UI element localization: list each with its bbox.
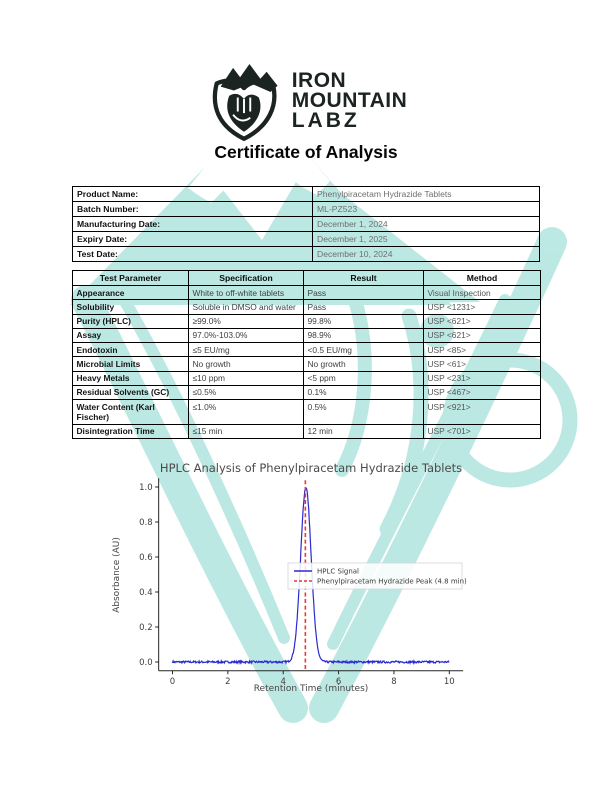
result-cell: 99.8% [303, 313, 424, 329]
brand-header: IRON MOUNTAIN LABZ [0, 58, 612, 144]
document-title: Certificate of Analysis [214, 142, 398, 162]
info-label: Product Name: [72, 186, 313, 202]
parameter-cell: Microbial Limits [72, 356, 189, 372]
y-axis-label: Absorbance (AU) [112, 537, 122, 613]
product-info-row: Expiry Date: December 1, 2025 [72, 231, 540, 247]
result-cell: 12 min [303, 423, 424, 439]
result-cell: Pass [303, 299, 424, 315]
result-cell: 98.9% [303, 327, 424, 344]
info-label: Expiry Date: [72, 231, 313, 247]
chart-legend: HPLC Signal Phenylpiracetam Hydrazide Pea… [287, 562, 467, 590]
y-tick-label: 0.8 [139, 518, 153, 528]
info-label: Manufacturing Date: [72, 216, 313, 232]
results-row: Appearance White to off-white tablets Pa… [72, 284, 541, 301]
product-info-row: Manufacturing Date: December 1, 2024 [72, 216, 540, 232]
parameter-cell: Assay [72, 327, 189, 344]
header-method: Method [423, 270, 541, 286]
method-cell: USP <621> [423, 313, 541, 329]
y-tick-label: 0.0 [139, 658, 153, 668]
specification-cell: ≤0.5% [188, 384, 304, 401]
results-row: Residual Solvents (GC) ≤0.5% 0.1% USP <4… [72, 384, 541, 401]
results-row: Water Content (Karl Fischer) ≤1.0% 0.5% … [72, 399, 541, 425]
info-value: December 10, 2024 [312, 246, 540, 262]
results-row: Assay 97.0%-103.0% 98.9% USP <621> [72, 327, 541, 344]
result-cell: No growth [303, 356, 424, 372]
results-header-row: Test Parameter Specification Result Meth… [72, 270, 541, 286]
info-value: Phenylpiracetam Hydrazide Tablets [312, 186, 540, 202]
specification-cell: No growth [188, 356, 304, 372]
parameter-cell: Endotoxin [72, 341, 189, 358]
product-info-table: Product Name: Phenylpiracetam Hydrazide … [72, 186, 540, 262]
fist-mountain-logo-icon [212, 63, 278, 141]
brand-name-line-1: IRON [291, 69, 347, 92]
info-value: ML-PZ523 [312, 201, 540, 217]
specification-cell: Soluble in DMSO and water [188, 299, 304, 315]
parameter-cell: Appearance [72, 284, 189, 301]
method-cell: Visual Inspection [423, 284, 541, 301]
legend-label: HPLC Signal [317, 568, 359, 576]
hplc-chart: HPLC Analysis of Phenylpiracetam Hydrazi… [0, 455, 612, 710]
method-cell: USP <85> [423, 341, 541, 358]
test-results-table: Test Parameter Specification Result Meth… [72, 270, 541, 439]
x-tick-label: 2 [225, 677, 230, 687]
header-result: Result [303, 270, 424, 286]
specification-cell: ≤5 EU/mg [188, 341, 304, 358]
results-row: Endotoxin ≤5 EU/mg <0.5 EU/mg USP <85> [72, 341, 541, 358]
parameter-cell: Heavy Metals [72, 370, 189, 386]
parameter-cell: Disintegration Time [72, 423, 189, 439]
method-cell: USP <701> [423, 423, 541, 439]
product-info-row: Test Date: December 10, 2024 [72, 246, 540, 262]
method-cell: USP <231> [423, 370, 541, 386]
method-cell: USP <621> [423, 327, 541, 344]
results-row: Disintegration Time ≤15 min 12 min USP <… [72, 423, 541, 439]
method-cell: USP <61> [423, 356, 541, 372]
x-tick-label: 10 [444, 677, 455, 687]
x-tick-label: 0 [170, 677, 175, 687]
result-cell: 0.1% [303, 384, 424, 401]
header-specification: Specification [188, 270, 304, 286]
parameter-cell: Residual Solvents (GC) [72, 384, 189, 401]
chart-title: HPLC Analysis of Phenylpiracetam Hydrazi… [160, 461, 462, 475]
specification-cell: White to off-white tablets [188, 284, 304, 301]
brand-wordmark: IRON MOUNTAIN LABZ [291, 69, 408, 132]
specification-cell: ≥99.0% [188, 313, 304, 329]
y-tick-label: 0.6 [139, 553, 153, 563]
parameter-cell: Solubility [72, 299, 189, 315]
parameter-cell: Water Content (Karl Fischer) [72, 399, 189, 425]
specification-cell: ≤1.0% [188, 399, 304, 425]
info-value: December 1, 2025 [312, 231, 540, 247]
header-test-parameter: Test Parameter [72, 270, 189, 286]
results-row: Purity (HPLC) ≥99.0% 99.8% USP <621> [72, 313, 541, 329]
results-row: Microbial Limits No growth No growth USP… [72, 356, 541, 372]
specification-cell: ≤15 min [188, 423, 304, 439]
brand-name-line-3: LABZ [291, 109, 360, 132]
hplc-chromatogram: HPLC Analysis of Phenylpiracetam Hydrazi… [112, 461, 467, 694]
x-tick-label: 8 [391, 677, 396, 687]
method-cell: USP <921> [423, 399, 541, 425]
info-value: December 1, 2024 [312, 216, 540, 232]
product-info-row: Product Name: Phenylpiracetam Hydrazide … [72, 186, 540, 202]
result-cell: Pass [303, 284, 424, 301]
y-tick-label: 0.4 [139, 588, 153, 598]
result-cell: <5 ppm [303, 370, 424, 386]
parameter-cell: Purity (HPLC) [72, 313, 189, 329]
legend-label: Phenylpiracetam Hydrazide Peak (4.8 min) [317, 578, 467, 586]
method-cell: USP <1231> [423, 299, 541, 315]
product-info-row: Batch Number: ML-PZ523 [72, 201, 540, 217]
specification-cell: 97.0%-103.0% [188, 327, 304, 344]
info-label: Test Date: [72, 246, 313, 262]
y-tick-label: 1.0 [139, 483, 153, 493]
y-tick-label: 0.2 [139, 623, 153, 633]
info-label: Batch Number: [72, 201, 313, 217]
result-cell: 0.5% [303, 399, 424, 425]
results-row: Solubility Soluble in DMSO and water Pas… [72, 299, 541, 315]
brand-name-line-2: MOUNTAIN [291, 89, 408, 112]
x-axis-label: Retention Time (minutes) [254, 684, 369, 694]
method-cell: USP <467> [423, 384, 541, 401]
results-row: Heavy Metals ≤10 ppm <5 ppm USP <231> [72, 370, 541, 386]
result-cell: <0.5 EU/mg [303, 341, 424, 358]
specification-cell: ≤10 ppm [188, 370, 304, 386]
